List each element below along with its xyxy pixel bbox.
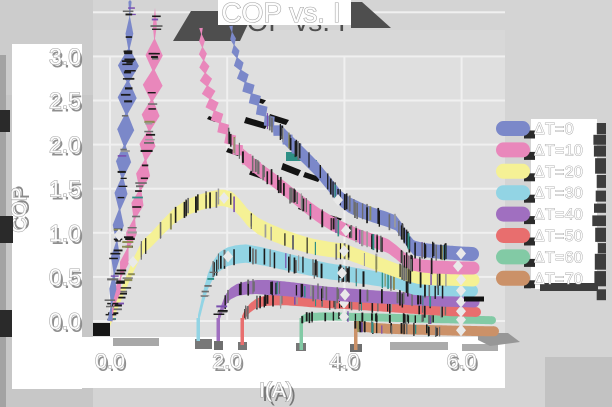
svg-text:2.5: 2.5	[49, 88, 81, 114]
svg-text:ΔT=20: ΔT=20	[534, 164, 583, 181]
svg-text:COP vs. I: COP vs. I	[221, 0, 340, 28]
svg-text:ΔT=0: ΔT=0	[534, 121, 574, 138]
svg-text:0.0: 0.0	[49, 308, 81, 334]
svg-text:1.0: 1.0	[51, 223, 83, 249]
svg-text:0.0: 0.0	[95, 349, 125, 373]
svg-text:ΔT=10: ΔT=10	[534, 142, 583, 159]
svg-text:0.5: 0.5	[51, 267, 83, 293]
svg-text:0.5: 0.5	[49, 264, 81, 290]
svg-text:I(A): I(A)	[262, 383, 296, 406]
svg-text:0.0: 0.0	[97, 352, 127, 376]
svg-text:6.0: 6.0	[449, 352, 479, 376]
svg-text:1.5: 1.5	[49, 176, 81, 202]
svg-text:I(A): I(A)	[259, 379, 293, 402]
svg-text:3.0: 3.0	[51, 46, 83, 72]
svg-text:ΔT=60: ΔT=60	[534, 249, 583, 266]
svg-text:ΔT=30: ΔT=30	[534, 185, 583, 202]
svg-text:1.0: 1.0	[49, 220, 81, 246]
svg-text:4.0: 4.0	[329, 349, 359, 373]
svg-text:2.0: 2.0	[212, 349, 242, 373]
svg-text:ΔT=70: ΔT=70	[534, 271, 583, 288]
svg-text:0.0: 0.0	[51, 311, 83, 337]
svg-text:2.0: 2.0	[49, 132, 81, 158]
svg-text:ΔT=50: ΔT=50	[534, 228, 583, 245]
svg-text:1.5: 1.5	[51, 179, 83, 205]
svg-text:ΔT=40: ΔT=40	[534, 207, 583, 224]
svg-text:6.0: 6.0	[447, 349, 477, 373]
svg-text:2.0: 2.0	[214, 352, 244, 376]
svg-text:4.0: 4.0	[331, 352, 361, 376]
svg-text:3.0: 3.0	[49, 43, 81, 69]
svg-text:2.5: 2.5	[51, 91, 83, 117]
svg-text:2.0: 2.0	[51, 135, 83, 161]
svg-text:COP: COP	[11, 185, 34, 231]
